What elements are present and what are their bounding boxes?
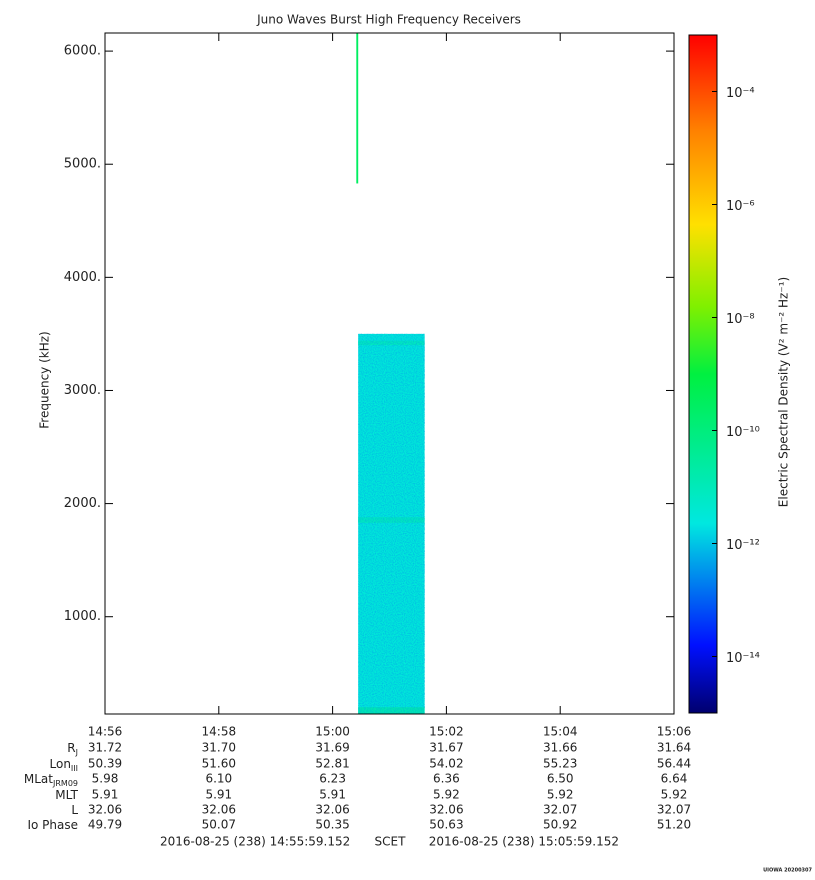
y-tick-label: 3000. — [64, 383, 101, 398]
colorbar-tick-label: 10⁻⁶ — [726, 199, 755, 214]
ephemeris-value: 5.92 — [661, 788, 688, 802]
ephemeris-value: 56.44 — [657, 757, 691, 771]
x-tick-label: 15:02 — [429, 725, 464, 739]
x-tick-label: 14:58 — [202, 725, 237, 739]
y-axis-label: Frequency (kHz) — [38, 331, 52, 428]
ephemeris-value: 31.67 — [429, 741, 463, 755]
ephemeris-value: 31.72 — [88, 741, 122, 755]
ephemeris-value: 32.06 — [202, 803, 236, 817]
ephemeris-value: 32.06 — [88, 803, 122, 817]
ephemeris-value: 32.06 — [429, 803, 463, 817]
ephemeris-value: 6.23 — [319, 772, 346, 786]
x-tick-label: 15:06 — [657, 725, 692, 739]
ephemeris-name: L — [71, 803, 78, 817]
colorbar — [688, 34, 718, 714]
ephemeris-value: 54.02 — [429, 757, 463, 771]
ephemeris-label: MLT — [55, 788, 78, 802]
ephemeris-label: MLatJRM09 — [24, 772, 78, 788]
ephemeris-value: 31.69 — [315, 741, 349, 755]
ephemeris-value: 31.64 — [657, 741, 691, 755]
colorbar-tick-label: 10⁻¹⁰ — [726, 425, 760, 440]
ephemeris-value: 6.50 — [547, 772, 574, 786]
ephemeris-name: R — [67, 741, 75, 755]
ephemeris-label: Io Phase — [27, 818, 78, 832]
time-start: 2016-08-25 (238) 14:55:59.152 — [160, 835, 350, 849]
x-tick-label: 15:00 — [315, 725, 350, 739]
ephemeris-value: 50.35 — [315, 818, 349, 832]
ephemeris-sub: III — [71, 764, 78, 773]
x-tick-label: 15:04 — [543, 725, 578, 739]
ephemeris-value: 6.64 — [661, 772, 688, 786]
ephemeris-name: Lon — [50, 757, 71, 771]
texture — [358, 333, 425, 714]
y-tick-label: 2000. — [64, 496, 101, 511]
colorbar-tick-label: 10⁻¹² — [726, 538, 760, 553]
ephemeris-label: L — [71, 803, 78, 817]
ephemeris-value: 5.91 — [92, 788, 119, 802]
ephemeris-value: 6.10 — [205, 772, 232, 786]
noise-overlay — [358, 333, 425, 714]
ephemeris-value: 52.81 — [315, 757, 349, 771]
ephemeris-value: 6.36 — [433, 772, 460, 786]
ephemeris-label: LonIII — [50, 757, 79, 773]
ephemeris-value: 51.60 — [202, 757, 236, 771]
ephemeris-value: 50.92 — [543, 818, 577, 832]
time-end: 2016-08-25 (238) 15:05:59.152 — [429, 835, 619, 849]
colorbar-tick-label: 10⁻¹⁴ — [726, 651, 760, 666]
y-tick-label: 4000. — [64, 270, 101, 285]
chart-title: Juno Waves Burst High Frequency Receiver… — [256, 13, 521, 27]
ephemeris-sub: J — [75, 748, 78, 757]
ephemeris-value: 5.92 — [547, 788, 574, 802]
ephemeris-value: 31.70 — [202, 741, 236, 755]
ephemeris-name: MLat — [24, 772, 53, 786]
footer: UIOWA 20200307 — [763, 868, 812, 874]
ephemeris-value: 32.07 — [543, 803, 577, 817]
time-system: SCET — [375, 835, 407, 849]
ephemeris-value: 50.07 — [202, 818, 236, 832]
y-tick-label: 5000. — [64, 157, 101, 172]
ephemeris-value: 50.39 — [88, 757, 122, 771]
ephemeris-value: 49.79 — [88, 818, 122, 832]
x-tick-label: 14:56 — [88, 725, 123, 739]
y-tick-label: 1000. — [64, 609, 101, 624]
spectrogram-cell — [356, 33, 359, 184]
ephemeris-value: 32.07 — [657, 803, 691, 817]
ephemeris-value: 5.91 — [205, 788, 232, 802]
ephemeris-value: 5.92 — [433, 788, 460, 802]
ephemeris-sub: JRM09 — [52, 779, 78, 788]
ephemeris-name: Io Phase — [27, 818, 78, 832]
ephemeris-value: 32.06 — [315, 803, 349, 817]
ephemeris-value: 50.63 — [429, 818, 463, 832]
ephemeris-value: 55.23 — [543, 757, 577, 771]
ephemeris-value: 5.98 — [92, 772, 119, 786]
ephemeris-value: 5.91 — [319, 788, 346, 802]
colorbar-label: Electric Spectral Density (V² m⁻² Hz⁻¹) — [777, 277, 791, 507]
y-tick-label: 6000. — [64, 44, 101, 59]
ephemeris-value: 51.20 — [657, 818, 691, 832]
colorbar-tick-label: 10⁻⁴ — [726, 86, 755, 101]
ephemeris-name: MLT — [55, 788, 78, 802]
colorbar-tick-label: 10⁻⁸ — [726, 312, 755, 327]
plot-frame — [104, 32, 675, 715]
ephemeris-label: RJ — [67, 741, 78, 757]
ephemeris-value: 31.66 — [543, 741, 577, 755]
